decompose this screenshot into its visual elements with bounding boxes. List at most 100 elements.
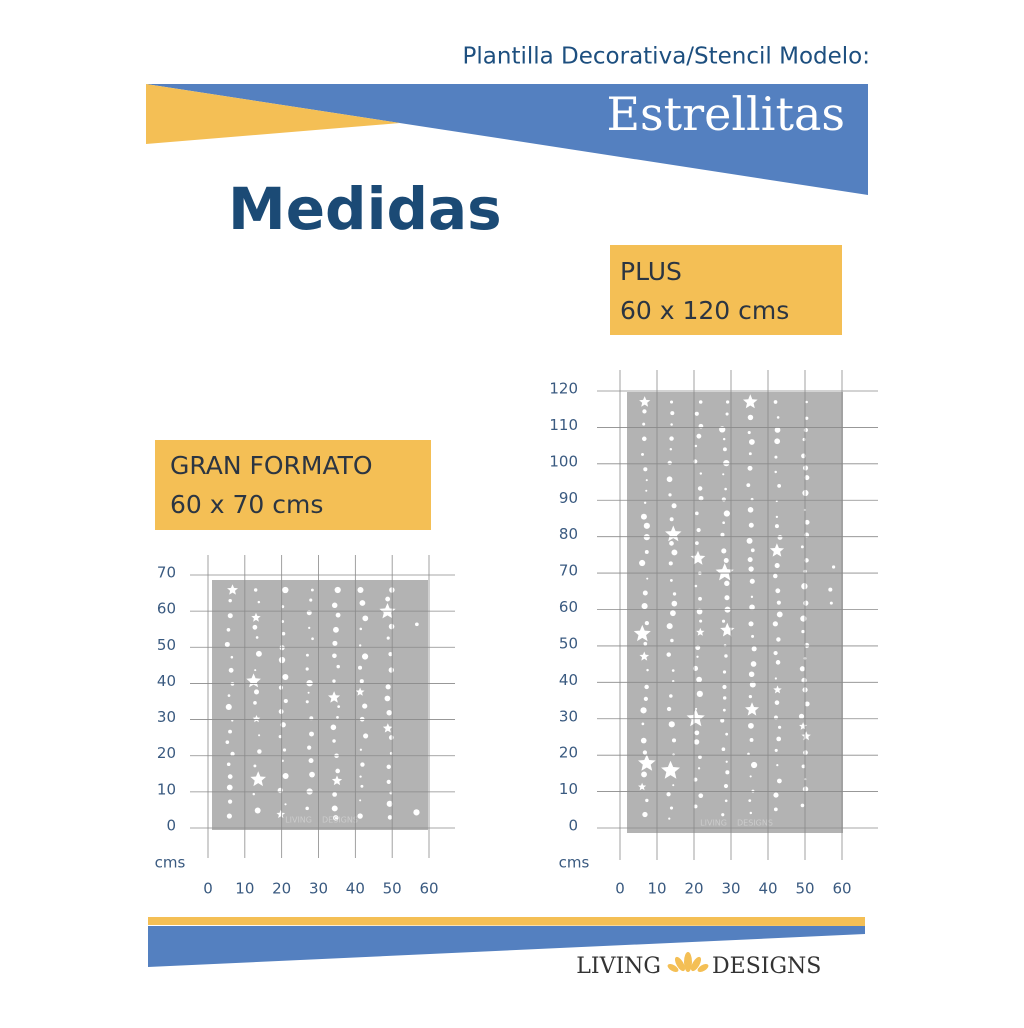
dot — [748, 671, 755, 678]
dot — [332, 815, 339, 821]
dot — [645, 489, 648, 492]
dot — [386, 779, 391, 784]
star — [379, 603, 396, 619]
dot — [693, 777, 698, 782]
x-tick-label: 60 — [419, 880, 438, 898]
stencil-area — [627, 392, 843, 833]
dot — [337, 705, 341, 709]
dot — [641, 771, 647, 778]
dot — [774, 427, 781, 433]
star — [328, 691, 341, 703]
dot — [804, 519, 810, 525]
dot — [388, 652, 393, 657]
star — [696, 627, 705, 636]
dot — [388, 667, 394, 673]
dot — [359, 799, 362, 802]
dot — [801, 764, 806, 769]
dot — [746, 483, 751, 488]
dot — [227, 799, 233, 804]
dot — [724, 580, 730, 587]
star — [665, 525, 682, 542]
dot — [749, 439, 755, 445]
dot — [641, 603, 648, 610]
dot — [773, 807, 778, 812]
dot — [641, 452, 644, 456]
dot — [776, 764, 779, 767]
dot — [227, 694, 231, 697]
dot — [305, 806, 309, 811]
y-tick-label: 110 — [549, 416, 578, 434]
dot — [774, 455, 778, 459]
dot — [670, 411, 675, 416]
dot — [255, 636, 259, 639]
x-tick-label: 0 — [203, 880, 213, 898]
dot — [671, 503, 677, 509]
x-tick-label: 20 — [272, 880, 291, 898]
dot — [666, 476, 673, 483]
dot — [387, 815, 393, 820]
dot — [645, 479, 648, 482]
dot — [228, 598, 232, 603]
y-tick-label: 80 — [559, 525, 578, 543]
dot — [725, 732, 729, 736]
dot — [388, 623, 395, 630]
dot — [804, 701, 810, 707]
y-tick-label: 70 — [559, 562, 578, 580]
dot — [724, 487, 727, 491]
dot — [747, 752, 750, 756]
dot — [749, 738, 754, 742]
stencil-name: PLUS — [620, 257, 682, 286]
y-tick-label: 10 — [157, 780, 176, 798]
dot — [803, 750, 808, 756]
dot — [307, 691, 310, 694]
dot — [385, 596, 391, 602]
star — [639, 396, 651, 407]
dot — [773, 650, 778, 656]
dot — [698, 495, 704, 501]
dot — [415, 622, 419, 627]
dot — [750, 595, 754, 599]
dot — [254, 669, 257, 672]
dot — [693, 804, 698, 809]
dot — [310, 588, 314, 592]
dot — [669, 579, 673, 582]
dot — [332, 739, 336, 743]
dot — [386, 764, 391, 770]
dot — [723, 783, 729, 789]
dot — [828, 587, 833, 592]
dot — [776, 637, 781, 642]
star — [638, 754, 656, 771]
dot — [332, 792, 337, 797]
dot — [413, 809, 420, 816]
dot — [226, 627, 231, 632]
dot — [800, 803, 805, 808]
dot — [307, 745, 312, 750]
dot — [331, 805, 338, 812]
dot — [668, 561, 673, 566]
dot — [230, 751, 235, 757]
dot — [334, 586, 341, 594]
dot — [642, 811, 648, 818]
dot — [672, 753, 675, 756]
dot — [388, 735, 394, 740]
dot — [643, 696, 648, 702]
x-tick-label: 20 — [684, 880, 703, 898]
dot — [748, 722, 754, 729]
stencil-size: 60 x 70 cms — [170, 490, 323, 519]
dot — [228, 667, 234, 673]
dot — [751, 646, 757, 652]
dot — [775, 588, 781, 594]
dot — [774, 524, 779, 529]
dot — [721, 747, 726, 752]
star — [633, 624, 651, 642]
watermark: LIVING — [700, 819, 727, 828]
dot — [721, 813, 725, 817]
dot — [668, 721, 675, 728]
dot — [696, 608, 703, 615]
dot — [642, 750, 648, 755]
brand-left: LIVING — [576, 954, 661, 979]
dot — [776, 416, 780, 419]
dot — [359, 679, 364, 684]
dot — [747, 465, 753, 471]
